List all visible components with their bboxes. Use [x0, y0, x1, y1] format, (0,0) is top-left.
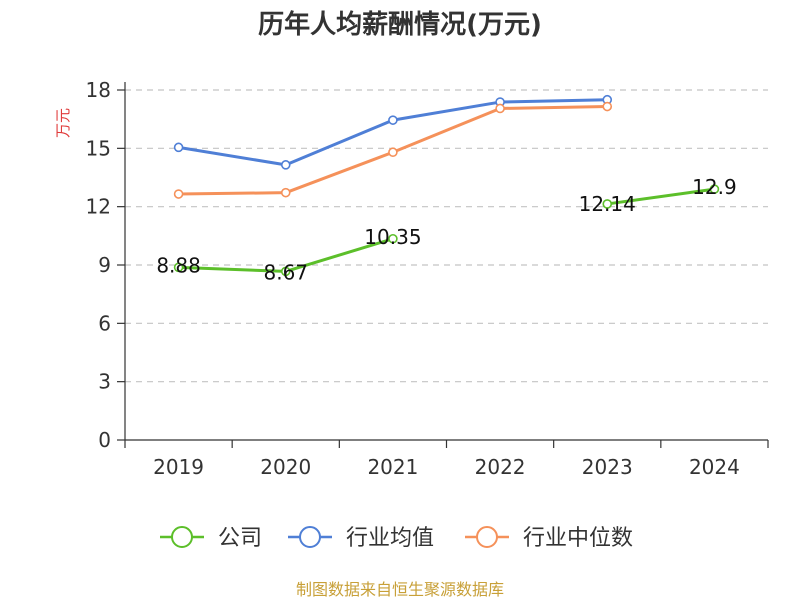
- data-point: [280, 160, 291, 170]
- data-label: 12.9: [692, 175, 737, 199]
- y-tick-label: 0: [98, 428, 111, 452]
- y-axis-label: 万元: [54, 108, 72, 138]
- y-tick-label: 15: [86, 136, 111, 160]
- chart-title: 历年人均薪酬情况(万元): [258, 9, 542, 40]
- data-point: [709, 184, 720, 194]
- source-note: 制图数据来自恒生聚源数据库: [296, 580, 504, 599]
- y-tick-label: 12: [86, 195, 111, 219]
- x-tick-label: 2022: [475, 455, 526, 479]
- x-tick-label: 2021: [367, 455, 418, 479]
- legend-item-1: 行业均值: [288, 526, 434, 551]
- data-labels: 8.88 8.67 10.35 12.14 12.9: [156, 175, 736, 284]
- y-tick-label: 3: [98, 370, 111, 394]
- legend-marker: [299, 526, 321, 548]
- y-tick-label: 6: [98, 311, 111, 335]
- axes: 0 3 6 9 12 15 18 2019 2020 2021 2022 2023 2024: [86, 78, 769, 479]
- data-point: [495, 103, 505, 114]
- data-point: [173, 142, 184, 153]
- data-point: [388, 115, 398, 125]
- data-point: [388, 147, 398, 158]
- data-point: [280, 187, 291, 198]
- data-point: [602, 199, 613, 209]
- x-tick-label: 2023: [582, 455, 633, 479]
- x-tick-label: 2020: [260, 455, 311, 479]
- grid-lines: [125, 89, 768, 383]
- legend-label: 行业中位数: [523, 526, 633, 551]
- legend: 公司 行业均值 行业中位数: [160, 526, 633, 551]
- legend-item-0: 公司: [160, 526, 262, 551]
- data-point: [173, 262, 184, 273]
- x-tick-label: 2019: [153, 455, 204, 479]
- y-tick-label: 18: [86, 78, 111, 102]
- data-point: [602, 101, 613, 112]
- x-tick-label: 2024: [689, 455, 740, 479]
- series-lines: [173, 94, 720, 277]
- data-label: 8.67: [263, 260, 308, 284]
- data-point: [388, 233, 398, 244]
- data-point: [280, 266, 291, 277]
- data-label: 10.35: [364, 225, 421, 249]
- legend-label: 公司: [218, 526, 262, 551]
- legend-marker: [476, 526, 498, 548]
- data-label: 8.88: [156, 253, 201, 277]
- legend-marker: [171, 526, 193, 548]
- data-point: [173, 189, 184, 199]
- legend-label: 行业均值: [346, 526, 434, 551]
- data-label: 12.14: [579, 192, 636, 216]
- y-tick-label: 9: [98, 253, 111, 277]
- legend-item-2: 行业中位数: [465, 526, 633, 551]
- series-line-0: [607, 187, 715, 206]
